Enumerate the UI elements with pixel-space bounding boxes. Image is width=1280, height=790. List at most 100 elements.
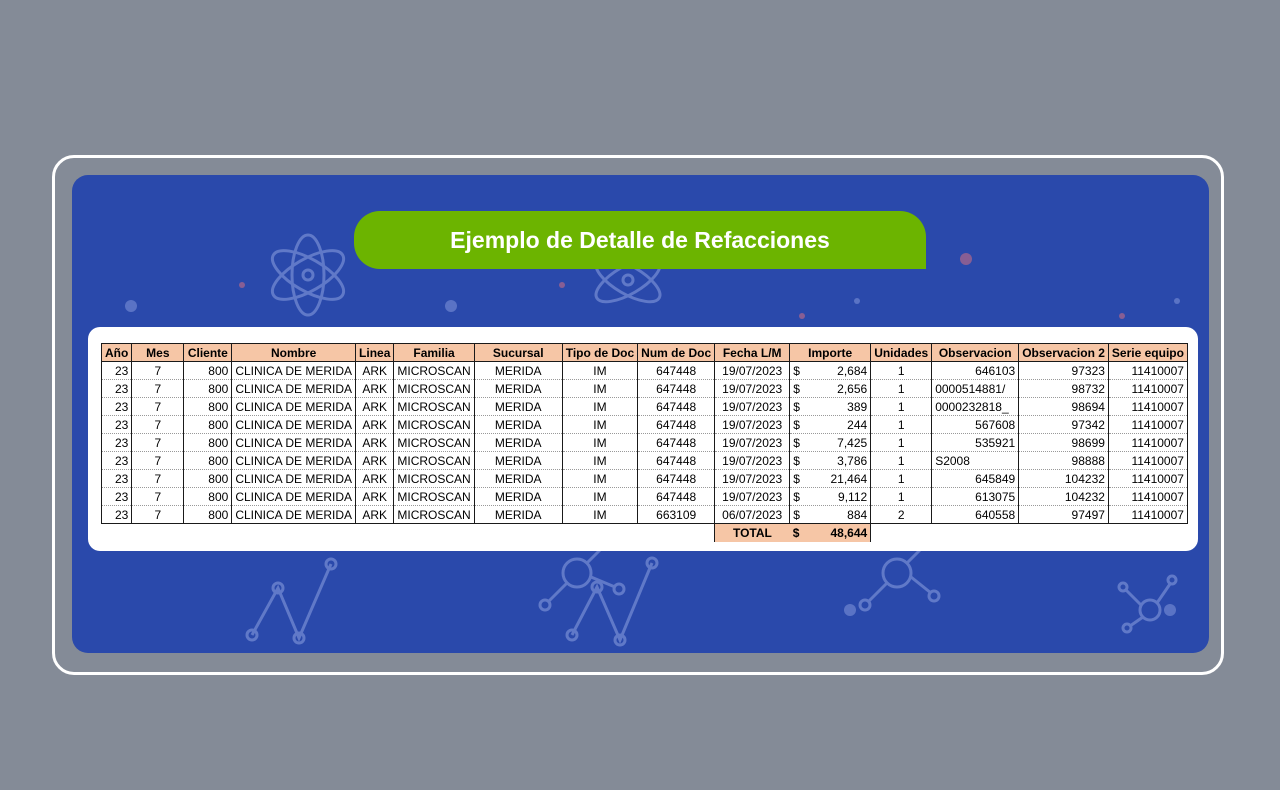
column-header[interactable]: Tipo de Doc [561,343,639,362]
cell-linea[interactable]: ARK [355,469,395,488]
cell-serie[interactable]: 11410007 [1107,433,1188,452]
cell-unidades[interactable]: 1 [870,397,933,416]
cell-familia[interactable]: MICROSCAN [393,415,475,434]
cell-unidades[interactable]: 1 [870,469,933,488]
cell-linea[interactable]: ARK [355,361,395,380]
cell-serie[interactable]: 11410007 [1107,397,1188,416]
cell-sucursal[interactable]: MERIDA [473,451,563,470]
cell-fecha[interactable]: 19/07/2023 [714,361,791,380]
cell-fecha[interactable]: 19/07/2023 [714,379,791,398]
cell-observacion[interactable]: 646103 [931,361,1020,380]
cell-anio[interactable]: 23 [100,397,133,416]
cell-unidades[interactable]: 1 [870,361,933,380]
cell-unidades[interactable]: 1 [870,451,933,470]
cell-nombre[interactable]: CLINICA DE MERIDA [231,415,357,434]
cell-mes[interactable]: 7 [131,487,185,506]
cell-fecha[interactable]: 19/07/2023 [714,469,791,488]
cell-mes[interactable]: 7 [131,451,185,470]
cell-nombre[interactable]: CLINICA DE MERIDA [231,469,357,488]
cell-observacion[interactable]: S2008 [931,451,1020,470]
cell-familia[interactable]: MICROSCAN [393,469,475,488]
cell-nombre[interactable]: CLINICA DE MERIDA [231,505,357,524]
cell-observacion-2[interactable]: 97323 [1018,361,1109,380]
cell-importe[interactable]: $244 [789,415,872,434]
cell-mes[interactable]: 7 [131,379,185,398]
cell-nombre[interactable]: CLINICA DE MERIDA [231,433,357,452]
column-header[interactable]: Mes [131,343,185,362]
cell-mes[interactable]: 7 [131,433,185,452]
cell-importe[interactable]: $9,112 [789,487,872,506]
cell-importe[interactable]: $884 [789,505,872,524]
cell-linea[interactable]: ARK [355,433,395,452]
cell-serie[interactable]: 11410007 [1107,415,1188,434]
cell-num-doc[interactable]: 647448 [637,433,716,452]
cell-importe[interactable]: $7,425 [789,433,872,452]
cell-serie[interactable]: 11410007 [1107,451,1188,470]
cell-tipo-doc[interactable]: IM [561,361,639,380]
cell-serie[interactable]: 11410007 [1107,379,1188,398]
column-header[interactable]: Serie equipo [1107,343,1188,362]
cell-mes[interactable]: 7 [131,505,185,524]
cell-anio[interactable]: 23 [100,379,133,398]
cell-mes[interactable]: 7 [131,415,185,434]
cell-familia[interactable]: MICROSCAN [393,361,475,380]
cell-mes[interactable]: 7 [131,397,185,416]
column-header[interactable]: Observacion 2 [1018,343,1109,362]
cell-tipo-doc[interactable]: IM [561,505,639,524]
cell-cliente[interactable]: 800 [183,469,233,488]
cell-sucursal[interactable]: MERIDA [473,361,563,380]
cell-observacion[interactable]: 613075 [931,487,1020,506]
cell-sucursal[interactable]: MERIDA [473,379,563,398]
cell-sucursal[interactable]: MERIDA [473,469,563,488]
cell-cliente[interactable]: 800 [183,379,233,398]
cell-anio[interactable]: 23 [100,451,133,470]
cell-tipo-doc[interactable]: IM [561,379,639,398]
cell-familia[interactable]: MICROSCAN [393,505,475,524]
cell-importe[interactable]: $389 [789,397,872,416]
cell-sucursal[interactable]: MERIDA [473,433,563,452]
total-value-cell[interactable]: $ 48,644 [789,523,872,542]
cell-fecha[interactable]: 19/07/2023 [714,433,791,452]
cell-observacion-2[interactable]: 97342 [1018,415,1109,434]
cell-unidades[interactable]: 1 [870,487,933,506]
cell-observacion-2[interactable]: 104232 [1018,487,1109,506]
column-header[interactable]: Num de Doc [637,343,716,362]
cell-nombre[interactable]: CLINICA DE MERIDA [231,451,357,470]
cell-anio[interactable]: 23 [100,469,133,488]
cell-observacion-2[interactable]: 98888 [1018,451,1109,470]
cell-fecha[interactable]: 19/07/2023 [714,415,791,434]
cell-tipo-doc[interactable]: IM [561,469,639,488]
column-header[interactable]: Sucursal [473,343,563,362]
cell-sucursal[interactable]: MERIDA [473,397,563,416]
cell-num-doc[interactable]: 647448 [637,487,716,506]
cell-familia[interactable]: MICROSCAN [393,433,475,452]
cell-observacion-2[interactable]: 97497 [1018,505,1109,524]
cell-observacion-2[interactable]: 104232 [1018,469,1109,488]
cell-sucursal[interactable]: MERIDA [473,505,563,524]
cell-importe[interactable]: $2,656 [789,379,872,398]
cell-cliente[interactable]: 800 [183,487,233,506]
cell-observacion[interactable]: 0000232818_ [931,397,1020,416]
column-header[interactable]: Importe [789,343,872,362]
cell-observacion-2[interactable]: 98699 [1018,433,1109,452]
cell-familia[interactable]: MICROSCAN [393,379,475,398]
cell-fecha[interactable]: 19/07/2023 [714,451,791,470]
cell-cliente[interactable]: 800 [183,505,233,524]
cell-serie[interactable]: 11410007 [1107,487,1188,506]
cell-tipo-doc[interactable]: IM [561,415,639,434]
cell-fecha[interactable]: 06/07/2023 [714,505,791,524]
cell-observacion[interactable]: 567608 [931,415,1020,434]
cell-observacion[interactable]: 645849 [931,469,1020,488]
cell-observacion[interactable]: 640558 [931,505,1020,524]
cell-familia[interactable]: MICROSCAN [393,451,475,470]
cell-sucursal[interactable]: MERIDA [473,487,563,506]
cell-unidades[interactable]: 1 [870,379,933,398]
column-header[interactable]: Linea [355,343,395,362]
cell-linea[interactable]: ARK [355,397,395,416]
cell-linea[interactable]: ARK [355,505,395,524]
cell-num-doc[interactable]: 663109 [637,505,716,524]
cell-cliente[interactable]: 800 [183,361,233,380]
cell-linea[interactable]: ARK [355,415,395,434]
cell-num-doc[interactable]: 647448 [637,397,716,416]
column-header[interactable]: Cliente [183,343,233,362]
